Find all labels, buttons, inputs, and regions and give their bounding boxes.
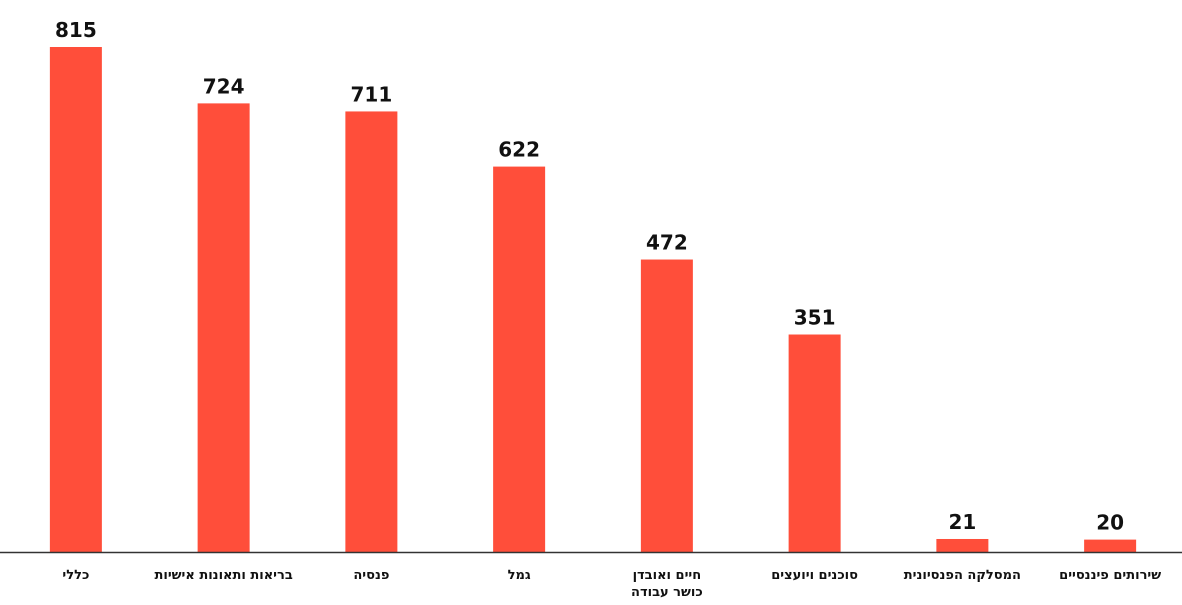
- bar-value-label: 711: [351, 82, 393, 106]
- bars-group: [49, 47, 1137, 553]
- category-label: גמל: [508, 568, 531, 583]
- category-label: שירותים פיננסיים: [1059, 568, 1161, 583]
- bar-value-label: 20: [1096, 511, 1124, 535]
- bar: [788, 334, 841, 552]
- value-labels-group: 815 724 711 622 472 351 21 20: [55, 18, 1124, 535]
- category-label: סוכנים ויועצים: [771, 568, 858, 583]
- bar-value-label: 21: [948, 510, 976, 534]
- category-label: פנסיה: [353, 568, 389, 583]
- bar-value-label: 472: [646, 231, 688, 255]
- bar: [936, 538, 989, 552]
- bar: [640, 259, 693, 552]
- category-label: חיים ואובדן: [633, 568, 702, 583]
- bar: [49, 47, 102, 552]
- category-label: כושר עבודה: [631, 585, 703, 600]
- bar: [493, 166, 546, 552]
- category-label: בריאות ותאונות אישיות: [154, 568, 292, 583]
- category-label: כללי: [62, 568, 89, 583]
- category-labels-group: כללי בריאות ותאונות אישיות פנסיה גמל חיים וא…: [62, 568, 1161, 600]
- bar: [1084, 539, 1137, 552]
- bar-value-label: 351: [794, 306, 836, 330]
- bar-value-label: 724: [203, 74, 245, 98]
- bar: [197, 103, 250, 552]
- bar-value-label: 622: [498, 138, 540, 162]
- bar: [345, 111, 398, 553]
- category-label: המסלקה הפנסיונית: [904, 568, 1021, 583]
- bar-value-label: 815: [55, 18, 97, 42]
